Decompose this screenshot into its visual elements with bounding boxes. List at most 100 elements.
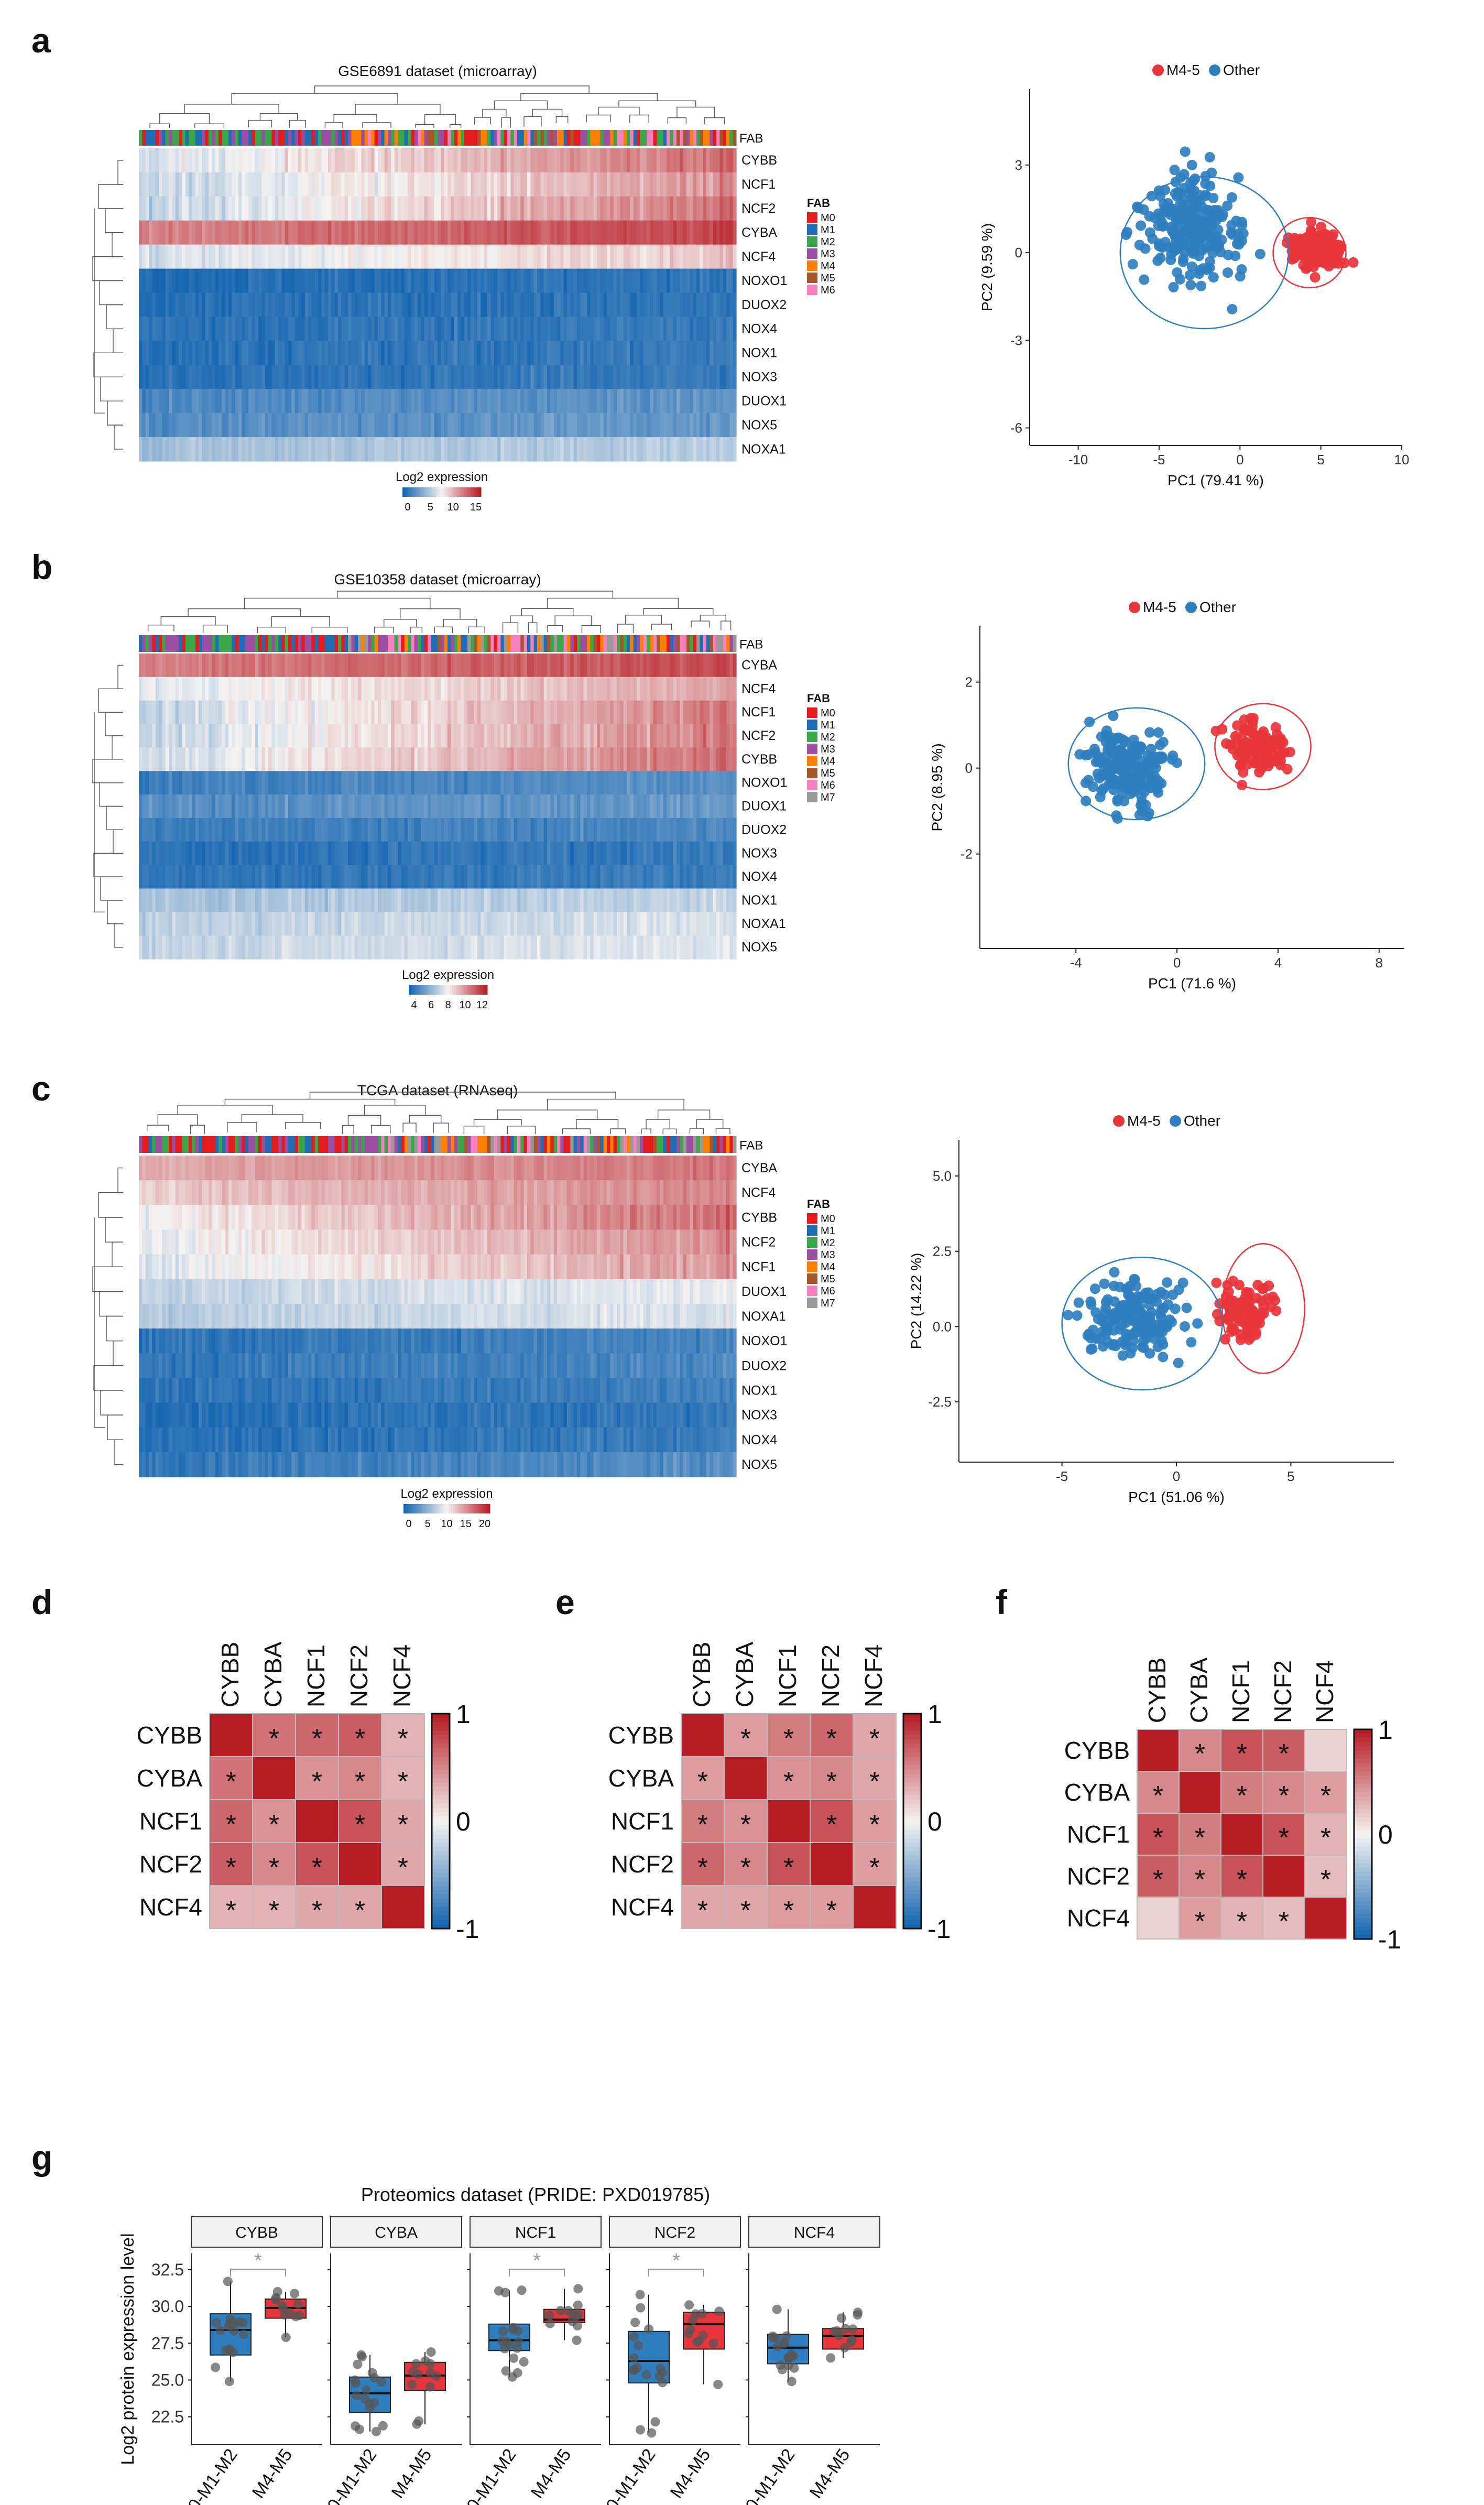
- heatmap-cell: [252, 818, 256, 842]
- fab-cell: [700, 130, 704, 146]
- heatmap-cell: [209, 172, 212, 197]
- heatmap-cell: [530, 654, 534, 678]
- heatmap-cell: [252, 220, 256, 245]
- heatmap-cell: [169, 196, 172, 221]
- heatmap-cell: [603, 794, 607, 819]
- heatmap-cell: [593, 389, 597, 413]
- heatmap-cell: [530, 268, 534, 293]
- heatmap-cell: [384, 818, 388, 842]
- heatmap-cell: [235, 292, 239, 318]
- heatmap-cell: [414, 389, 418, 413]
- heatmap-cell: [484, 841, 488, 866]
- heatmap-cell: [523, 341, 528, 365]
- heatmap-cell: [378, 700, 381, 725]
- heatmap-cell: [474, 220, 478, 245]
- heatmap-cell: [275, 244, 279, 269]
- heatmap-cell: [457, 172, 461, 197]
- heatmap-cell: [431, 244, 435, 269]
- heatmap-cell: [304, 841, 309, 866]
- fab-cell: [567, 130, 571, 146]
- heatmap-cell: [657, 341, 660, 365]
- heatmap-cell: [438, 148, 441, 173]
- heatmap-cell: [467, 220, 471, 245]
- heatmap-cell: [374, 365, 378, 389]
- heatmap-cell: [172, 365, 176, 389]
- heatmap-cell: [683, 244, 687, 269]
- heatmap-cell: [394, 700, 398, 725]
- heatmap-cell: [700, 196, 704, 221]
- heatmap-cell: [733, 654, 737, 678]
- column-dendrogram-branch: [434, 626, 453, 633]
- heatmap-cell: [590, 771, 594, 795]
- fab-cell: [467, 130, 471, 146]
- heatmap-cell: [354, 724, 358, 748]
- fab-cell: [331, 635, 335, 652]
- heatmap-cell: [620, 172, 624, 197]
- heatmap-cell: [354, 292, 358, 318]
- heatmap-cell: [212, 220, 216, 245]
- heatmap-cell: [142, 437, 146, 462]
- heatmap-cell: [189, 771, 192, 795]
- heatmap-cell: [238, 818, 242, 842]
- heatmap-cell: [222, 292, 226, 318]
- heatmap-cell: [278, 292, 282, 318]
- heatmap-cell: [139, 700, 143, 725]
- fab-cell: [398, 130, 401, 146]
- heatmap-cell: [378, 654, 381, 678]
- heatmap-cell: [523, 196, 528, 221]
- heatmap-cell: [155, 317, 159, 341]
- heatmap-cell: [255, 413, 259, 438]
- heatmap-cell: [318, 413, 322, 438]
- heatmap-cell: [657, 841, 660, 866]
- fab-cell: [228, 635, 232, 652]
- heatmap-cell: [560, 677, 564, 701]
- gene-label: NOX4: [741, 322, 777, 336]
- heatmap-cell: [189, 220, 192, 245]
- heatmap-cell: [408, 413, 411, 438]
- heatmap-cell: [275, 148, 279, 173]
- fab-cell: [593, 130, 597, 146]
- heatmap-cell: [145, 244, 149, 269]
- heatmap-row: [139, 389, 737, 413]
- fab-cell: [324, 635, 329, 652]
- heatmap-cell: [640, 268, 644, 293]
- heatmap-cell: [686, 244, 690, 269]
- heatmap-cell: [294, 794, 299, 819]
- heatmap-cell: [278, 172, 282, 197]
- fab-cell: [235, 130, 239, 146]
- heatmap-cell: [384, 389, 388, 413]
- heatmap-cell: [378, 148, 381, 173]
- heatmap-cell: [550, 292, 554, 318]
- heatmap-cell: [650, 818, 654, 842]
- heatmap-cell: [481, 268, 485, 293]
- heatmap-cell: [680, 700, 684, 725]
- heatmap-cell: [341, 341, 345, 365]
- fab-cell: [673, 130, 677, 146]
- heatmap-cell: [693, 268, 697, 293]
- heatmap-cell: [620, 437, 624, 462]
- heatmap-cell: [723, 654, 727, 678]
- heatmap-cell: [232, 317, 236, 341]
- fab-cell: [647, 130, 650, 146]
- heatmap-cell: [311, 172, 315, 197]
- x-tick-label: -10: [1068, 452, 1088, 467]
- fab-cell: [388, 635, 391, 652]
- fab-cell: [557, 130, 561, 146]
- heatmap-cell: [650, 317, 654, 341]
- heatmap-cell: [504, 292, 508, 318]
- heatmap-cell: [258, 724, 262, 748]
- heatmap-cell: [643, 196, 647, 221]
- heatmap-cell: [169, 244, 172, 269]
- heatmap-cell: [155, 771, 159, 795]
- fab-cell: [573, 130, 577, 146]
- heatmap-cell: [145, 654, 149, 678]
- heatmap-cell: [657, 268, 660, 293]
- heatmap-cell: [467, 437, 471, 462]
- heatmap-cell: [434, 172, 438, 197]
- heatmap-cell: [378, 317, 381, 341]
- colorbar-step: [451, 487, 454, 497]
- heatmap-cell: [457, 389, 461, 413]
- heatmap-cell: [464, 172, 468, 197]
- heatmap-cell: [149, 654, 152, 678]
- heatmap-cell: [209, 794, 212, 819]
